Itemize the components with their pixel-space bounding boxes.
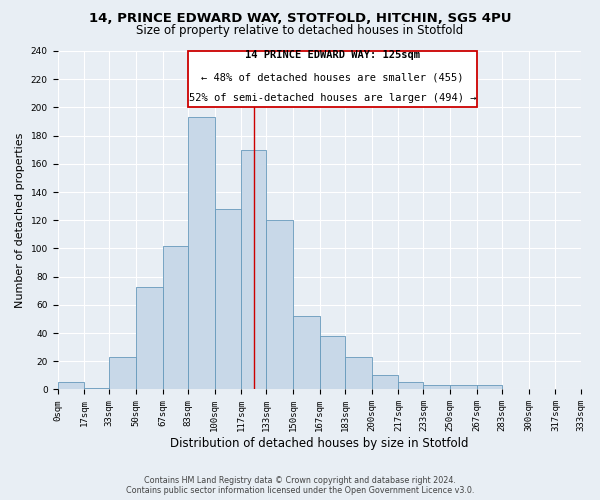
Bar [477, 385, 502, 390]
Bar [266, 220, 293, 390]
FancyBboxPatch shape [188, 51, 477, 108]
Bar [136, 286, 163, 390]
X-axis label: Distribution of detached houses by size in Stotfold: Distribution of detached houses by size … [170, 437, 468, 450]
Bar [398, 382, 424, 390]
Text: ← 48% of detached houses are smaller (455): ← 48% of detached houses are smaller (45… [201, 72, 464, 83]
Bar [293, 316, 320, 390]
Bar [345, 357, 371, 390]
Bar [241, 150, 266, 390]
Bar [424, 385, 450, 390]
Bar [84, 388, 109, 390]
Y-axis label: Number of detached properties: Number of detached properties [15, 132, 25, 308]
Bar [215, 209, 241, 390]
Text: Size of property relative to detached houses in Stotfold: Size of property relative to detached ho… [136, 24, 464, 37]
Bar [109, 357, 136, 390]
Text: 52% of semi-detached houses are larger (494) →: 52% of semi-detached houses are larger (… [188, 93, 476, 103]
Text: 14 PRINCE EDWARD WAY: 125sqm: 14 PRINCE EDWARD WAY: 125sqm [245, 50, 420, 60]
Text: 14, PRINCE EDWARD WAY, STOTFOLD, HITCHIN, SG5 4PU: 14, PRINCE EDWARD WAY, STOTFOLD, HITCHIN… [89, 12, 511, 26]
Bar [163, 246, 188, 390]
Bar [58, 382, 84, 390]
Bar [371, 376, 398, 390]
Bar [320, 336, 345, 390]
Bar [188, 118, 215, 390]
Text: Contains HM Land Registry data © Crown copyright and database right 2024.
Contai: Contains HM Land Registry data © Crown c… [126, 476, 474, 495]
Bar [450, 385, 477, 390]
